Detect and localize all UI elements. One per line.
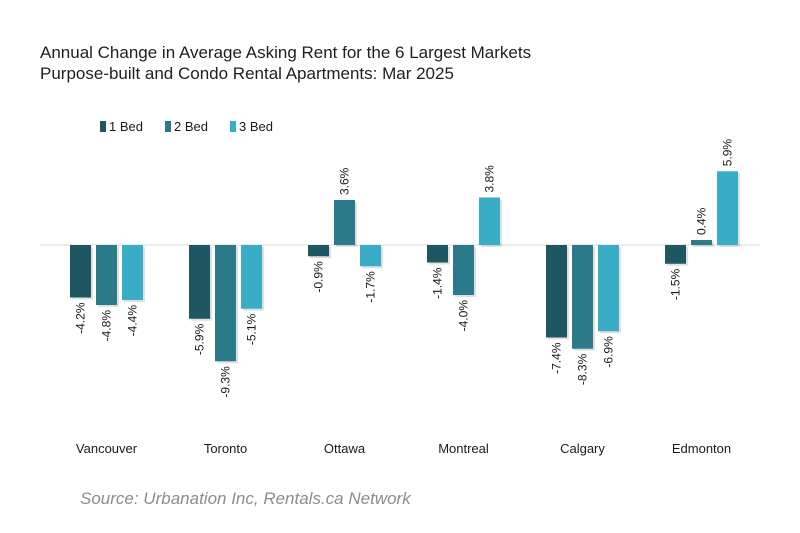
data-label: -4.8%: [100, 310, 114, 342]
bar-toronto-2: [215, 245, 236, 362]
bar-edmonton-3: [717, 171, 738, 245]
legend-label-1: 1 Bed: [109, 119, 143, 134]
data-label: -4.4%: [126, 305, 140, 337]
x-tick-label: Ottawa: [324, 441, 366, 456]
chart-title: Annual Change in Average Asking Rent for…: [40, 43, 532, 62]
bar-ottawa-3: [360, 245, 381, 267]
data-label: -4.0%: [457, 300, 471, 332]
bar-calgary-2: [572, 245, 593, 349]
data-label: 0.4%: [695, 207, 709, 235]
data-label: -1.5%: [669, 268, 683, 300]
x-tick-label: Calgary: [560, 441, 605, 456]
bar-vancouver-1: [70, 245, 91, 298]
data-label: -4.2%: [74, 302, 88, 334]
bar-toronto-1: [189, 245, 210, 319]
data-label: 5.9%: [721, 139, 735, 167]
bar-vancouver-2: [96, 245, 117, 305]
legend-swatch-2: [165, 121, 171, 132]
data-label: -5.9%: [193, 323, 207, 355]
bar-edmonton-2: [691, 240, 712, 245]
data-label: -0.9%: [312, 261, 326, 293]
bar-ottawa-2: [334, 200, 355, 245]
data-label: -7.4%: [550, 342, 564, 374]
data-label: -8.3%: [576, 353, 590, 385]
bar-calgary-3: [598, 245, 619, 332]
data-label: -5.1%: [245, 313, 259, 345]
chart-subtitle: Purpose-built and Condo Rental Apartment…: [40, 64, 454, 83]
bar-ottawa-1: [308, 245, 329, 257]
x-tick-label: Vancouver: [76, 441, 138, 456]
legend-swatch-1: [100, 121, 106, 132]
chart-title-block: Annual Change in Average Asking Rent for…: [40, 42, 780, 84]
bar-vancouver-3: [122, 245, 143, 300]
x-tick-label: Montreal: [438, 441, 489, 456]
bar-calgary-1: [546, 245, 567, 338]
bar-montreal-1: [427, 245, 448, 263]
source-note: Source: Urbanation Inc, Rentals.ca Netwo…: [80, 489, 411, 508]
bar-montreal-2: [453, 245, 474, 295]
data-label: 3.8%: [483, 165, 497, 193]
bar-edmonton-1: [665, 245, 686, 264]
x-tick-label: Toronto: [204, 441, 247, 456]
legend-swatch-3: [230, 121, 236, 132]
data-label: -6.9%: [602, 336, 616, 368]
data-label: -1.7%: [364, 271, 378, 303]
data-label: 3.6%: [338, 167, 352, 195]
legend-label-3: 3 Bed: [239, 119, 273, 134]
data-label: -1.4%: [431, 267, 445, 299]
data-label: -9.3%: [219, 366, 233, 398]
legend-label-2: 2 Bed: [174, 119, 208, 134]
bar-toronto-3: [241, 245, 262, 309]
bar-montreal-3: [479, 197, 500, 245]
x-tick-label: Edmonton: [672, 441, 731, 456]
